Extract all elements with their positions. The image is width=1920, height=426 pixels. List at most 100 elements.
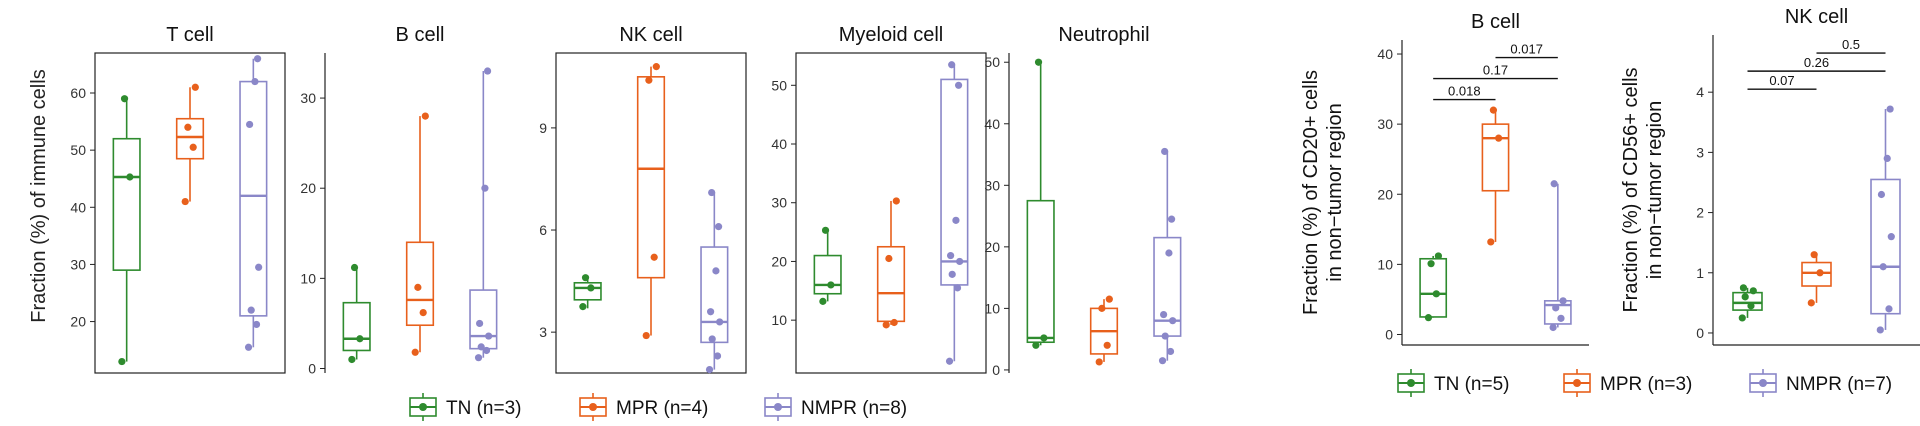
data-point [707,308,715,316]
data-point [421,112,429,120]
data-point [1434,252,1443,260]
y-tick-label: 40 [984,116,1000,132]
box-tn [1732,284,1763,322]
data-point [954,81,963,89]
legend-item-tn: TN (n=3) [409,393,522,421]
box-iqr [700,246,729,344]
box-mpr [1801,251,1832,307]
y-tick-label: 2 [1696,205,1704,221]
panel-title: B cell [396,24,445,46]
data-point [642,331,650,340]
data-point [1887,233,1895,241]
box-mpr [1481,106,1510,246]
data-point [705,365,714,374]
y-tick-label: 40 [1377,46,1393,62]
box-iqr [1026,199,1055,344]
left-figure-y-axis-label: Fraction (%) of immune cells [28,69,50,322]
box-iqr [239,80,268,317]
data-point [716,318,724,326]
data-point [476,319,484,328]
data-point [892,197,900,205]
y-tick-label: 6 [539,222,547,238]
legend-key-point [1759,379,1767,387]
panel-title: NK cell [1785,6,1848,28]
data-point [882,321,890,329]
data-point [184,123,192,131]
data-point [1095,358,1103,366]
panel-6: B cell 0 10 20 30 40 Fraction (%) of CD20+ cel… [1300,11,1589,346]
box-iqr [405,241,435,327]
data-point [255,263,263,271]
data-point [581,274,590,282]
box-mpr [1089,295,1119,366]
legend-left: TN (n=3) MPR (n=4) NMPR (n=8) [409,393,907,421]
data-point [485,332,493,340]
data-point [482,346,491,355]
box-mpr [876,197,906,329]
data-point [118,357,126,366]
data-point [1739,284,1748,292]
p-value-label: 0.017 [1510,42,1543,57]
box-iqr [940,78,969,286]
legend-label: TN (n=3) [446,398,522,419]
y-tick-label: 30 [1377,116,1393,132]
data-point [1032,341,1040,349]
data-point [189,143,197,151]
p-value-label: 0.17 [1483,63,1508,78]
y-tick-label: 20 [771,253,787,269]
y-tick-label: 30 [984,177,1000,193]
y-tick-label: 0 [992,362,1000,378]
data-point [1886,105,1894,113]
data-point [1160,310,1168,319]
y-tick-label: 0 [308,360,316,376]
data-point [819,297,827,305]
box-iqr [112,137,141,271]
legend-item-tn: TN (n=5) [1397,369,1510,397]
legend-label: NMPR (n=8) [801,398,907,419]
data-point [247,306,255,314]
y-tick-label: 30 [300,90,316,106]
panel-title: Neutrophil [1058,24,1149,46]
legend-label: TN (n=5) [1434,374,1510,395]
y-axis-label: Fraction (%) of CD56+ cells [1620,67,1642,312]
y-tick-label: 20 [300,180,316,196]
box-iqr [1419,257,1448,318]
legend-key-point [1573,379,1581,387]
y-axis-label: Fraction (%) of immune cells [28,69,50,322]
data-point [948,61,956,69]
data-point [713,352,722,360]
box-iqr [1543,300,1572,325]
data-point [1495,134,1503,142]
data-point [945,357,954,365]
y-tick-label: 50 [70,142,86,158]
legend-item-nmpr: NMPR (n=8) [764,393,907,421]
legend-key-point [419,403,427,411]
data-point [1424,314,1433,322]
y-tick-label: 9 [539,120,547,136]
panel-2: B cell 0 10 20 30 [300,24,498,376]
data-point [181,197,189,206]
data-point [1040,334,1048,342]
legend-key-point [774,403,782,411]
y-tick-label: 20 [70,314,86,330]
data-point [474,354,483,362]
data-point [1487,238,1495,246]
panel-title: T cell [166,24,213,46]
data-point [1879,263,1887,271]
y-axis-label: in non−tumor region [1324,103,1346,281]
data-point [251,77,259,86]
data-point [253,55,262,63]
panel-4: Myeloid cell 10 20 30 40 50 [771,24,987,374]
legend-item-mpr: MPR (n=3) [1563,369,1692,397]
legend-label: NMPR (n=7) [1786,374,1892,395]
data-point [1816,269,1824,277]
y-tick-label: 3 [539,324,547,340]
y-tick-label: 1 [1696,265,1704,281]
data-point [1749,287,1757,295]
data-point [587,284,595,292]
data-point [1427,260,1435,268]
box-iqr [175,117,205,160]
y-tick-label: 30 [70,256,86,272]
data-point [821,226,830,234]
data-point [712,267,720,275]
